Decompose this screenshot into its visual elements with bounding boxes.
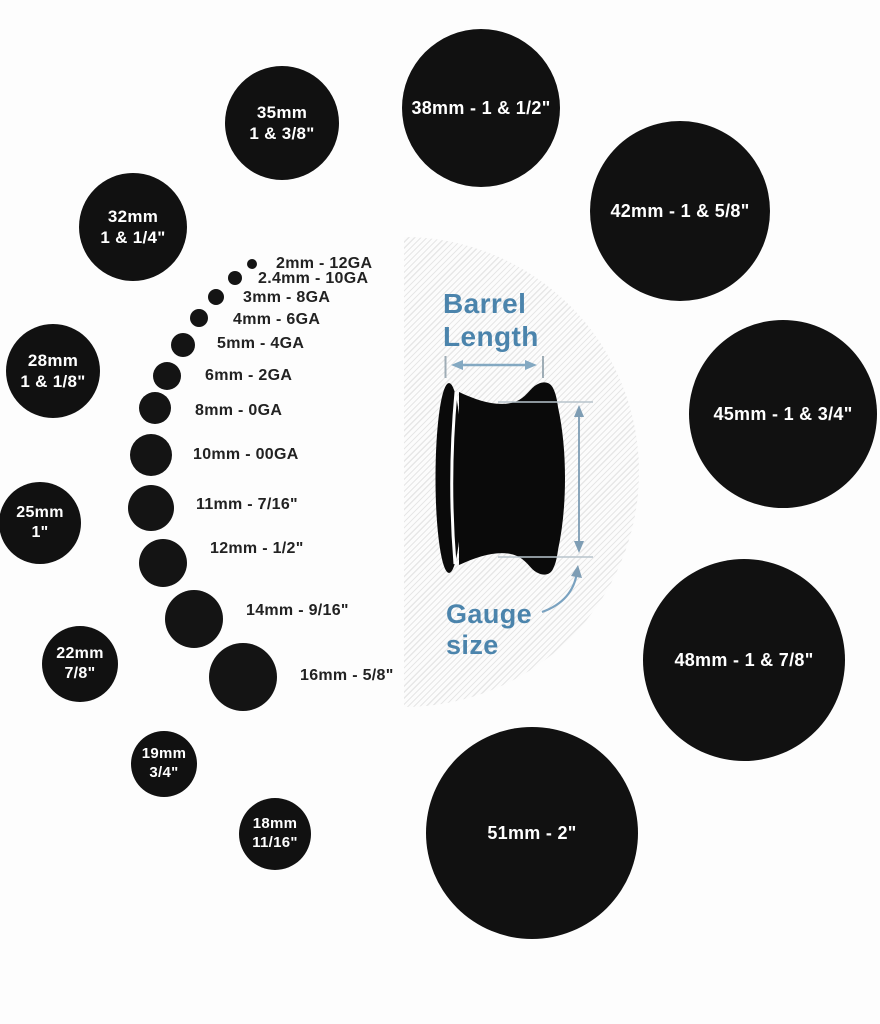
size-circle-28mm: 28mm 1 & 1/8" [6,324,100,418]
size-circle-38mm: 38mm - 1 & 1/2" [402,29,560,187]
size-circle-45mm: 45mm - 1 & 3/4" [689,320,877,508]
size-circle-label: 1 & 1/8" [20,372,86,391]
size-circle-label: 1 & 3/8" [249,124,315,143]
gauge-dot-label-2.4mm: 2.4mm - 10GA [258,270,369,287]
barrel-length-label-line1: Barrel [443,288,527,319]
size-circle-label: 38mm - 1 & 1/2" [411,97,551,118]
gauge-size-label-line2: size [446,630,499,660]
size-circle-label: 48mm - 1 & 7/8" [674,649,814,670]
gauge-dot-label-3mm: 3mm - 8GA [243,289,331,306]
size-circle-19mm: 19mm 3/4" [131,731,197,797]
gauge-dot-11mm [128,485,174,531]
gauge-dot-8mm [139,392,171,424]
size-circle-label: 1" [31,524,49,541]
gauge-dot-2.4mm [228,271,242,285]
size-circle-label: 3/4" [149,764,179,781]
gauge-dot-6mm [153,362,181,390]
size-circle-label: 35mm [256,102,308,122]
size-circle-label: 28mm [27,350,79,370]
barrel-length-label: Barrel Length [443,287,539,353]
gauge-dot-label-11mm: 11mm - 7/16" [196,496,298,513]
size-circle-label: 42mm - 1 & 5/8" [610,200,750,221]
size-circle-35mm: 35mm 1 & 3/8" [225,66,339,180]
size-circle-42mm: 42mm - 1 & 5/8" [590,121,770,301]
gauge-dot-10mm [130,434,172,476]
gauge-dot-14mm [165,590,223,648]
gauge-dot-label-5mm: 5mm - 4GA [217,335,305,352]
size-circle-label: 51mm - 2" [487,822,577,843]
gauge-dot-16mm [209,643,277,711]
size-circle-label: 7/8" [64,665,96,682]
size-circle-32mm: 32mm 1 & 1/4" [79,173,187,281]
size-circle-label: 25mm [16,504,64,521]
gauge-dot-2mm [247,259,257,269]
size-circle-22mm: 22mm 7/8" [42,626,118,702]
gauge-dot-label-2mm: 2mm - 12GA [276,255,373,272]
gauge-dot-label-8mm: 8mm - 0GA [195,402,283,419]
size-circle-25mm: 25mm 1" [0,482,81,564]
gauge-dot-label-6mm: 6mm - 2GA [205,367,293,384]
size-circle-18mm: 18mm 11/16" [239,798,311,870]
size-circle-label: 19mm [141,745,187,763]
size-circle-label: 45mm - 1 & 3/4" [713,403,853,424]
gauge-dot-label-16mm: 16mm - 5/8" [300,667,394,684]
gauge-dot-12mm [139,539,187,587]
size-circle-label: 1 & 1/4" [100,228,166,247]
gauge-size-label: Gauge size [446,599,532,661]
gauge-dot-label-4mm: 4mm - 6GA [233,311,321,328]
size-circle-48mm: 48mm - 1 & 7/8" [643,559,845,761]
size-circle-51mm: 51mm - 2" [426,727,638,939]
size-circle-label: 32mm [107,206,159,226]
barrel-length-label-line2: Length [443,321,539,352]
gauge-size-label-line1: Gauge [446,599,533,629]
size-circle-label: 11/16" [252,834,298,851]
gauge-dot-label-12mm: 12mm - 1/2" [210,540,304,557]
gauge-dot-5mm [171,333,195,357]
gauge-dot-4mm [190,309,208,327]
size-circle-label: 22mm [56,645,104,662]
gauge-dot-label-14mm: 14mm - 9/16" [246,602,349,619]
size-circle-label: 18mm [252,815,298,833]
gauge-dot-label-10mm: 10mm - 00GA [193,446,299,463]
gauge-dot-3mm [208,289,224,305]
